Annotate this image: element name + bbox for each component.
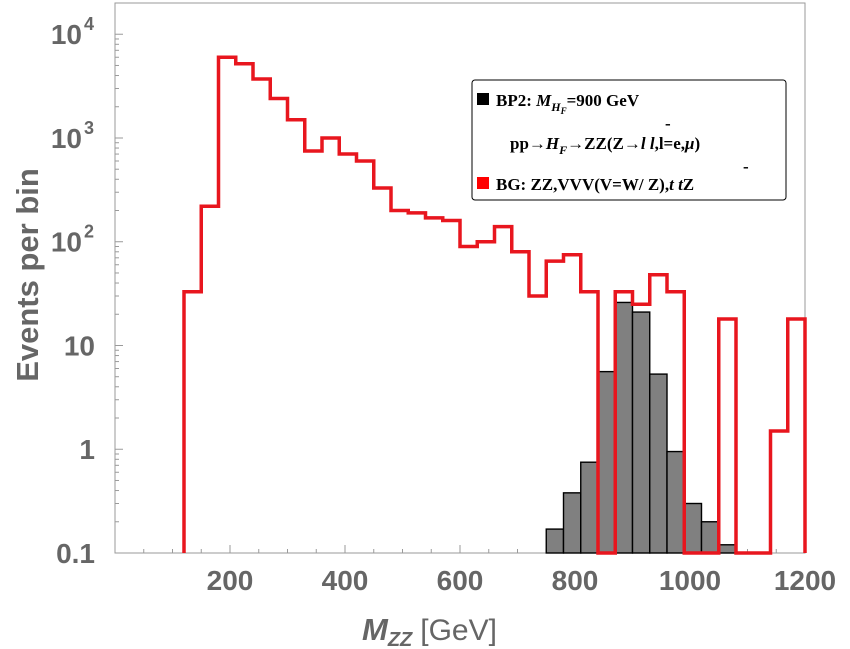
- y-axis-title: Events per bin: [10, 168, 45, 382]
- y-tick-label: 10: [51, 123, 82, 154]
- legend-bar-tbar: -: [743, 157, 749, 176]
- y-tick-label: 0.1: [56, 538, 95, 569]
- signal-bar: [718, 544, 737, 554]
- signal-bar: [580, 461, 599, 554]
- x-tick-labels: 200 400 600 800 1000 1200: [207, 565, 837, 596]
- legend-box: [471, 79, 787, 201]
- signal-histogram: [545, 301, 737, 554]
- y-tick-exponent: 2: [84, 222, 94, 242]
- y-tick-label: 1: [79, 434, 95, 465]
- legend-swatch-bp2: [477, 93, 489, 105]
- y-tick-label: 10: [64, 330, 95, 361]
- legend-swatch-bg: [477, 177, 489, 189]
- legend-entry-process: pp→HF→ZZ(Z→l l,l=e,μ): [510, 134, 700, 157]
- legend: BP2: MHF=900 GeV pp→HF→ZZ(Z→l l,l=e,μ) -…: [471, 79, 787, 201]
- signal-bar: [614, 301, 634, 554]
- y-tick-exponent: 3: [84, 118, 94, 138]
- signal-bar: [666, 450, 685, 554]
- y-tick-label: 10: [51, 227, 82, 258]
- x-tick-label: 800: [552, 565, 599, 596]
- x-tick-label: 1200: [774, 565, 836, 596]
- x-axis-title: MZZ [GeV]: [362, 612, 497, 649]
- x-axis-title-unit: [GeV]: [420, 614, 497, 647]
- legend-entry-bp2: BP2: MHF=900 GeV: [496, 91, 640, 116]
- y-tick-exponent: 4: [84, 14, 94, 34]
- y-tick-label: 10: [51, 19, 82, 50]
- signal-bar: [649, 373, 668, 554]
- signal-bar: [683, 502, 703, 554]
- background-histogram-line: [182, 55, 807, 555]
- legend-entry-bg: BG: ZZ,VVV(V=W/ Z),t tZ: [496, 175, 694, 194]
- x-tick-label: 400: [322, 565, 369, 596]
- x-axis-title-main: M: [362, 612, 389, 647]
- signal-bar: [597, 370, 616, 554]
- signal-bar: [562, 492, 582, 554]
- x-axis-title-sub: ZZ: [387, 629, 413, 649]
- x-tick-label: 200: [207, 565, 254, 596]
- signal-bar: [631, 311, 651, 554]
- signal-bar: [545, 528, 565, 554]
- x-tick-label: 600: [437, 565, 484, 596]
- signal-bar: [700, 521, 720, 554]
- x-tick-label: 1000: [659, 565, 721, 596]
- legend-bar-lbar: -: [665, 114, 671, 133]
